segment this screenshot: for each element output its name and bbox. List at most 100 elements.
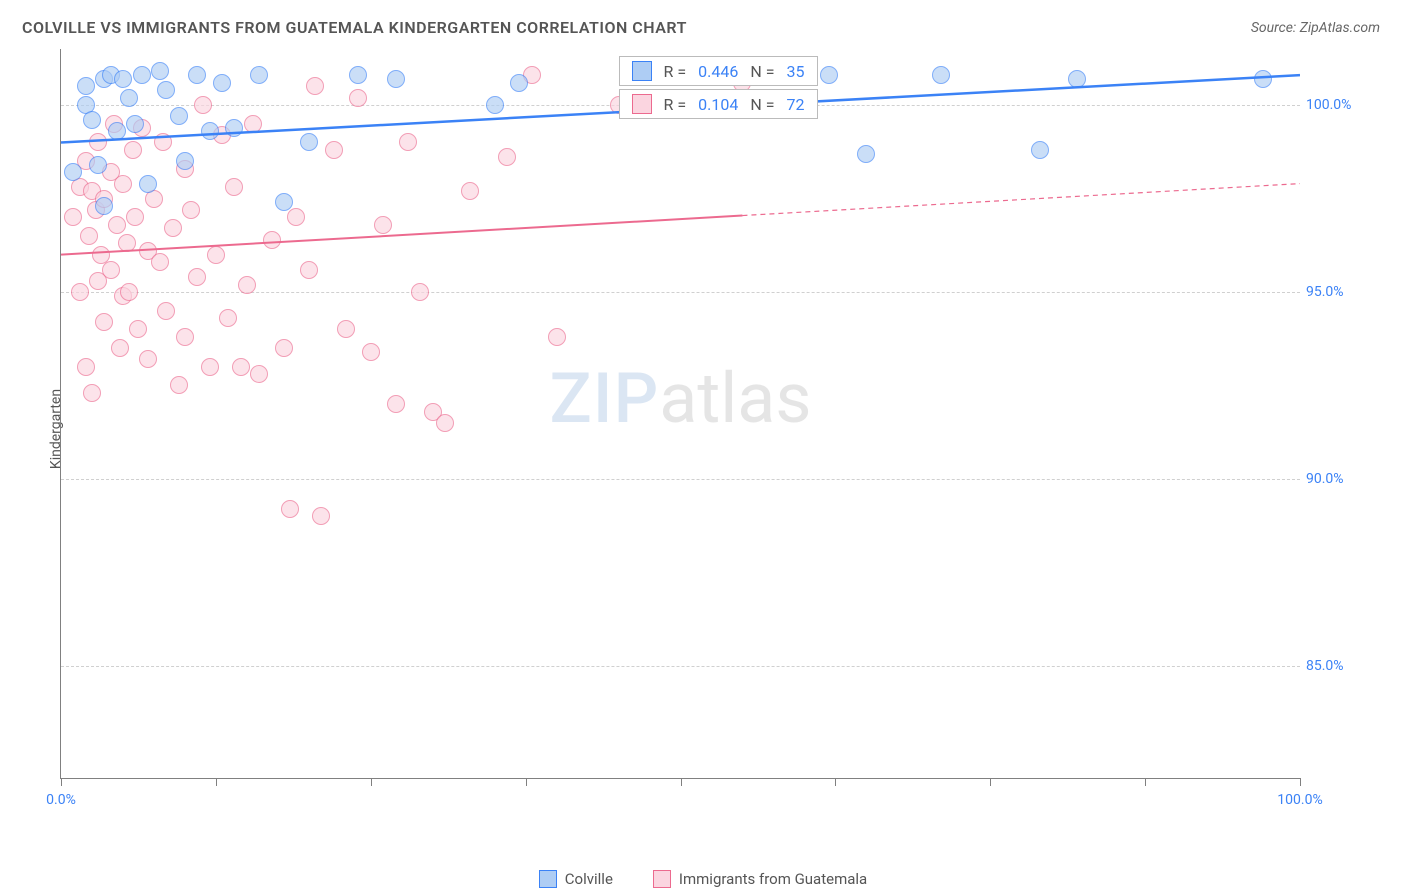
scatter-point bbox=[139, 175, 157, 193]
scatter-point bbox=[238, 276, 256, 294]
scatter-point bbox=[1031, 141, 1049, 159]
scatter-point bbox=[1254, 70, 1272, 88]
r-value: 0.104 bbox=[698, 95, 738, 114]
legend-label: Immigrants from Guatemala bbox=[679, 870, 867, 888]
gridline bbox=[61, 479, 1300, 480]
scatter-point bbox=[498, 148, 516, 166]
n-label: N = bbox=[750, 62, 774, 81]
scatter-point bbox=[114, 175, 132, 193]
scatter-point bbox=[83, 384, 101, 402]
x-tick bbox=[1300, 778, 1301, 786]
scatter-point bbox=[201, 358, 219, 376]
scatter-point bbox=[157, 81, 175, 99]
scatter-point bbox=[306, 77, 324, 95]
scatter-point bbox=[225, 119, 243, 137]
scatter-point bbox=[118, 234, 136, 252]
scatter-point bbox=[95, 313, 113, 331]
scatter-point bbox=[188, 66, 206, 84]
source-attribution: Source: ZipAtlas.com bbox=[1251, 20, 1380, 36]
scatter-point bbox=[337, 320, 355, 338]
scatter-point bbox=[176, 152, 194, 170]
x-tick bbox=[990, 778, 991, 786]
scatter-point bbox=[120, 89, 138, 107]
scatter-point bbox=[250, 365, 268, 383]
stats-box: R =0.104N =72 bbox=[619, 89, 818, 119]
legend-swatch bbox=[653, 870, 671, 888]
scatter-point bbox=[194, 96, 212, 114]
scatter-point bbox=[151, 253, 169, 271]
scatter-point bbox=[325, 141, 343, 159]
gridline bbox=[61, 666, 1300, 667]
scatter-point bbox=[275, 339, 293, 357]
scatter-point bbox=[71, 283, 89, 301]
scatter-point bbox=[300, 133, 318, 151]
scatter-point bbox=[157, 302, 175, 320]
x-tick-label: 0.0% bbox=[46, 792, 76, 808]
scatter-point bbox=[374, 216, 392, 234]
scatter-point bbox=[510, 74, 528, 92]
scatter-point bbox=[170, 376, 188, 394]
scatter-point bbox=[312, 507, 330, 525]
scatter-point bbox=[64, 208, 82, 226]
scatter-point bbox=[387, 70, 405, 88]
scatter-point bbox=[219, 309, 237, 327]
chart-header: COLVILLE VS IMMIGRANTS FROM GUATEMALA KI… bbox=[0, 0, 1406, 43]
scatter-point bbox=[857, 145, 875, 163]
scatter-point bbox=[139, 350, 157, 368]
scatter-point bbox=[263, 231, 281, 249]
scatter-point bbox=[114, 70, 132, 88]
scatter-point bbox=[182, 201, 200, 219]
scatter-point bbox=[275, 193, 293, 211]
scatter-point bbox=[77, 358, 95, 376]
scatter-point bbox=[244, 115, 262, 133]
scatter-point bbox=[176, 328, 194, 346]
scatter-point bbox=[820, 66, 838, 84]
scatter-point bbox=[77, 77, 95, 95]
legend-item: Colville bbox=[539, 870, 613, 888]
legend-swatch bbox=[539, 870, 557, 888]
x-tick bbox=[835, 778, 836, 786]
scatter-point bbox=[207, 246, 225, 264]
r-label: R = bbox=[664, 95, 687, 114]
x-tick bbox=[216, 778, 217, 786]
scatter-point bbox=[126, 208, 144, 226]
x-tick bbox=[526, 778, 527, 786]
watermark: ZIPatlas bbox=[550, 358, 812, 440]
scatter-point bbox=[1068, 70, 1086, 88]
scatter-point bbox=[108, 122, 126, 140]
stats-box: R =0.446N =35 bbox=[619, 56, 818, 86]
x-tick bbox=[1145, 778, 1146, 786]
scatter-point bbox=[225, 178, 243, 196]
scatter-point bbox=[411, 283, 429, 301]
r-value: 0.446 bbox=[698, 62, 738, 81]
series-swatch bbox=[632, 94, 652, 114]
x-tick-label: 100.0% bbox=[1277, 792, 1322, 808]
watermark-atlas: atlas bbox=[659, 358, 811, 440]
y-tick-label: 100.0% bbox=[1306, 97, 1376, 113]
scatter-point bbox=[232, 358, 250, 376]
y-tick-label: 85.0% bbox=[1306, 658, 1376, 674]
series-swatch bbox=[632, 61, 652, 81]
scatter-point bbox=[250, 66, 268, 84]
scatter-point bbox=[362, 343, 380, 361]
scatter-point bbox=[349, 89, 367, 107]
scatter-point bbox=[89, 133, 107, 151]
scatter-point bbox=[387, 395, 405, 413]
scatter-point bbox=[287, 208, 305, 226]
scatter-point bbox=[436, 414, 454, 432]
chart-container: Kindergarten ZIPatlas 85.0%90.0%95.0%100… bbox=[60, 49, 1380, 809]
trendlines bbox=[61, 49, 1300, 778]
scatter-point bbox=[300, 261, 318, 279]
scatter-point bbox=[399, 133, 417, 151]
scatter-point bbox=[89, 156, 107, 174]
scatter-point bbox=[151, 62, 169, 80]
scatter-point bbox=[129, 320, 147, 338]
y-tick-label: 90.0% bbox=[1306, 471, 1376, 487]
scatter-point bbox=[80, 227, 98, 245]
scatter-point bbox=[83, 111, 101, 129]
n-value: 35 bbox=[787, 62, 805, 81]
scatter-point bbox=[164, 219, 182, 237]
scatter-point bbox=[133, 66, 151, 84]
scatter-point bbox=[188, 268, 206, 286]
scatter-point bbox=[108, 216, 126, 234]
